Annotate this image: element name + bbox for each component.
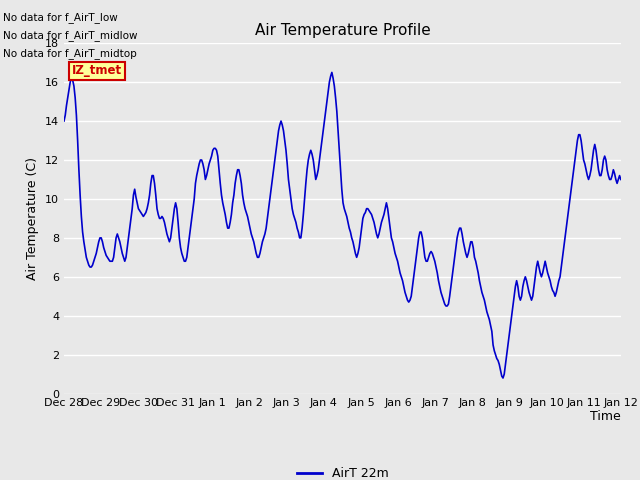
Text: IZ_tmet: IZ_tmet	[72, 64, 122, 77]
Legend: AirT 22m: AirT 22m	[292, 462, 393, 480]
X-axis label: Time: Time	[590, 410, 621, 423]
Y-axis label: Air Temperature (C): Air Temperature (C)	[26, 157, 40, 280]
Text: No data for f_AirT_low: No data for f_AirT_low	[3, 12, 118, 23]
Text: No data for f_AirT_midtop: No data for f_AirT_midtop	[3, 48, 137, 60]
Text: No data for f_AirT_midlow: No data for f_AirT_midlow	[3, 30, 138, 41]
Title: Air Temperature Profile: Air Temperature Profile	[255, 23, 430, 38]
